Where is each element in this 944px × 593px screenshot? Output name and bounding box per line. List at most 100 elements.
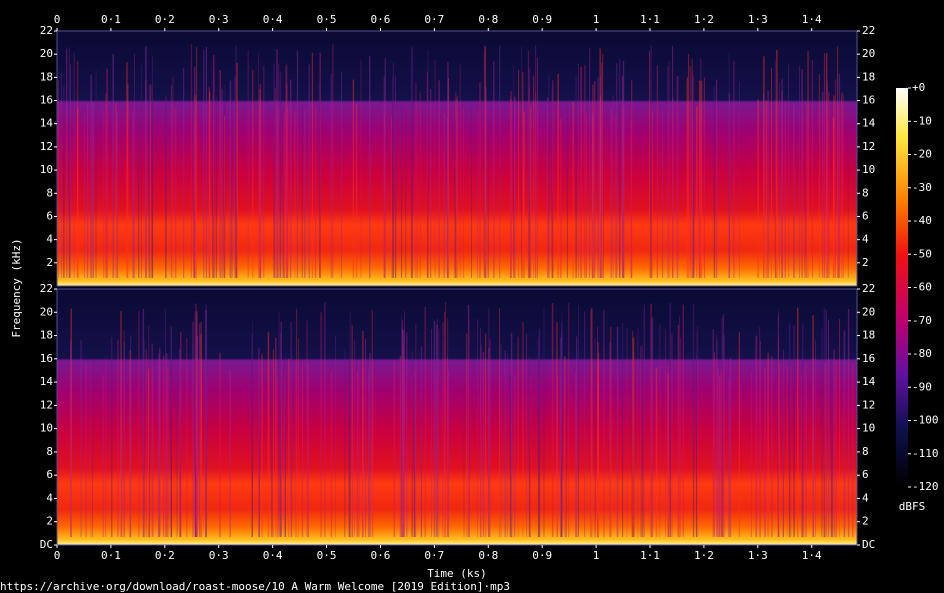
x-tick-label: 1·3 — [748, 13, 768, 26]
y-tick-label-right: 4 — [862, 233, 869, 246]
y-tick-label-right: 20 — [862, 47, 875, 60]
y-tick-label-right: 14 — [862, 375, 876, 388]
spectrogram-panel: 0 0·1 0·2 0·3 0·4 0·5 0·6 0·7 0·8 0·9 1 1·1 1·2 1·3 1·… — [40, 13, 876, 287]
x-tick-label: 0·9 — [532, 13, 552, 26]
spectrogram-image — [57, 289, 857, 545]
y-tick-label: 16 — [40, 94, 53, 107]
x-tick-label: 0 — [54, 13, 61, 26]
colorbar-tick-label: -100 — [912, 414, 939, 427]
x-tick-label: 1·3 — [748, 549, 768, 562]
x-tick-label: 1·1 — [640, 13, 660, 26]
y-tick-label: 8 — [46, 445, 53, 458]
panels: 0 0·1 0·2 0·3 0·4 0·5 0·6 0·7 0·8 0·9 1 1·1 1·2 1·3 1·… — [40, 13, 876, 562]
colorbar-tick-label: -20 — [912, 148, 932, 161]
x-tick-label: 0·7 — [424, 549, 444, 562]
x-tick-label: 1·4 — [802, 549, 822, 562]
y-tick-label: DC — [40, 538, 53, 551]
x-tick-label: 0·6 — [371, 13, 391, 26]
colorbar-label: dBFS — [899, 500, 926, 513]
y-tick-label: 4 — [46, 233, 53, 246]
y-tick-label-right: 8 — [862, 186, 869, 199]
y-tick-label: 14 — [40, 375, 54, 388]
y-tick-label: 4 — [46, 491, 53, 504]
y-tick-label-right: 10 — [862, 163, 875, 176]
y-tick-label-right: 18 — [862, 329, 875, 342]
x-tick-label: 0·2 — [155, 549, 175, 562]
colorbar-ticks: +0 -10 -20 -30 -40 -50 -60 -70 -80 -90 -100 -110 -12… — [908, 81, 939, 493]
y-tick-label-right: 16 — [862, 352, 875, 365]
y-tick-label-right: 4 — [862, 491, 869, 504]
y-axis-label: Frequency (kHz) — [10, 238, 23, 337]
x-tick-label: 0 — [54, 549, 61, 562]
y-tick-label: 6 — [46, 468, 53, 481]
x-tick-label: 1·4 — [802, 13, 822, 26]
y-tick-label-right: 14 — [862, 117, 876, 130]
y-tick-label-right: 6 — [862, 468, 869, 481]
x-tick-label: 0·7 — [424, 13, 444, 26]
panel-frame — [56, 288, 858, 546]
y-tick-label: 22 — [40, 282, 53, 295]
spectrogram-image — [57, 31, 857, 286]
x-tick-label: 1·2 — [694, 549, 714, 562]
x-tick-label: 1 — [593, 549, 600, 562]
panel-frame — [56, 30, 858, 287]
colorbar-tick-label: -70 — [912, 314, 932, 327]
x-tick-label: 0·4 — [263, 13, 283, 26]
colorbar-tick-label: -120 — [912, 480, 939, 493]
y-tick-label: 8 — [46, 186, 53, 199]
y-tick-label-right: 2 — [862, 515, 869, 528]
y-tick-label-right: 18 — [862, 70, 875, 83]
y-tick-label-right: 12 — [862, 398, 875, 411]
y-tick-label: 22 — [40, 24, 53, 37]
x-tick-label: 1·2 — [694, 13, 714, 26]
x-tick-label: 0·5 — [317, 549, 337, 562]
colorbar-tick-label: -90 — [912, 380, 932, 393]
colorbar-tick-label: -60 — [912, 281, 932, 294]
x-tick-label: 0·8 — [478, 13, 498, 26]
y-tick-label-right: 8 — [862, 445, 869, 458]
y-tick-label-right: 12 — [862, 140, 875, 153]
colorbar — [896, 88, 908, 487]
y-tick-label: 14 — [40, 117, 54, 130]
x-tick-label: 1 — [593, 13, 600, 26]
y-tick-label: 18 — [40, 70, 53, 83]
colorbar-tick-label: -80 — [912, 347, 932, 360]
colorbar-tick-label: -10 — [912, 114, 932, 127]
spectrogram-panel: 0 0·1 0·2 0·3 0·4 0·5 0·6 0·7 0·8 0·9 1 1·1 1·2 1·3 1·… — [40, 282, 876, 562]
x-tick-label: 0·5 — [317, 13, 337, 26]
y-tick-label: 6 — [46, 209, 53, 222]
x-tick-label: 0·1 — [101, 549, 121, 562]
x-tick-label: 0·2 — [155, 13, 175, 26]
colorbar-tick-label: -50 — [912, 247, 932, 260]
colorbar-tick-label: -30 — [912, 181, 932, 194]
y-tick-label: 12 — [40, 140, 53, 153]
y-tick-label: 12 — [40, 398, 53, 411]
y-tick-label-right: 10 — [862, 422, 875, 435]
x-tick-label: 0·9 — [532, 549, 552, 562]
y-tick-label: 10 — [40, 163, 53, 176]
x-tick-label: 1·1 — [640, 549, 660, 562]
y-tick-label: 2 — [46, 256, 53, 269]
y-tick-label-right: 2 — [862, 256, 869, 269]
y-tick-label-right: 16 — [862, 94, 875, 107]
y-tick-label: 10 — [40, 422, 53, 435]
colorbar-tick-label: +0 — [912, 81, 925, 94]
x-tick-label: 0·8 — [478, 549, 498, 562]
x-axis-label: Time (ks) — [427, 567, 487, 580]
y-tick-label: 16 — [40, 352, 53, 365]
x-tick-label: 0·1 — [101, 13, 121, 26]
x-tick-label: 0·6 — [371, 549, 391, 562]
y-tick-label: 20 — [40, 305, 53, 318]
y-tick-label: 18 — [40, 329, 53, 342]
y-tick-label-right: DC — [862, 538, 875, 551]
x-tick-label: 0·3 — [209, 549, 229, 562]
y-tick-label-right: 20 — [862, 305, 875, 318]
y-tick-label-right: 22 — [862, 282, 875, 295]
x-tick-label: 0·4 — [263, 549, 283, 562]
y-tick-label-right: 22 — [862, 24, 875, 37]
y-tick-label: 20 — [40, 47, 53, 60]
colorbar-tick-label: -40 — [912, 214, 932, 227]
x-tick-label: 0·3 — [209, 13, 229, 26]
y-tick-label-right: 6 — [862, 209, 869, 222]
